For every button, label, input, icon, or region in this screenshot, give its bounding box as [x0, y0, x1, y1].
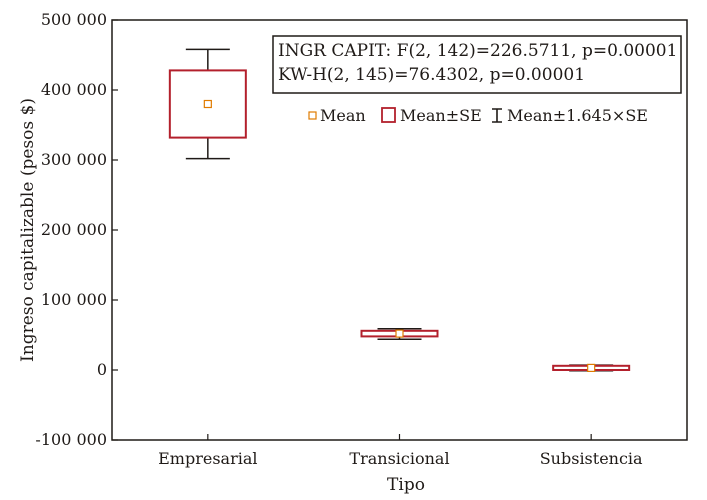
legend: Mean Mean±SE Mean±1.645×SE: [308, 106, 648, 125]
x-axis: Empresarial Transicional Subsistencia: [158, 434, 643, 468]
x-tick-label: Transicional: [349, 449, 449, 468]
y-tick-label: 200 000: [41, 220, 107, 239]
series-layer: [168, 48, 631, 372]
mean-marker: [587, 363, 596, 372]
stats-box-frame: [272, 35, 682, 94]
y-tick-label: 300 000: [41, 150, 107, 169]
y-axis: -100 000 0 100 000 200 000 300 000 400 000 500…: [35, 10, 118, 449]
y-tick-label: 100 000: [41, 290, 107, 309]
legend-se-box-icon: [381, 107, 396, 123]
x-axis-title: Tipo: [387, 475, 425, 495]
y-tick-label: 500 000: [41, 10, 107, 29]
mean-marker: [395, 329, 404, 338]
y-tick-label: -100 000: [35, 430, 107, 449]
stats-box: INGR CAPIT: F(2, 142)=226.5711, p=0.0000…: [272, 35, 682, 94]
stats-line-kruskal-wallis: KW-H(2, 145)=76.4302, p=0.00001: [278, 65, 585, 85]
box-group: [168, 48, 247, 160]
se-box: [168, 69, 247, 139]
legend-whisker-label: Mean±1.645×SE: [507, 106, 648, 125]
box-group: [360, 327, 439, 340]
y-tick-label: 0: [97, 360, 107, 379]
legend-mean-label: Mean: [320, 106, 366, 125]
legend-mean-icon: [308, 111, 317, 120]
x-tick-label: Subsistencia: [540, 449, 643, 468]
legend-whisker-icon: [492, 108, 502, 123]
stats-line-anova: INGR CAPIT: F(2, 142)=226.5711, p=0.0000…: [278, 41, 677, 61]
box-group: [552, 363, 631, 372]
x-tick-label: Empresarial: [158, 449, 257, 468]
y-tick-label: 400 000: [41, 80, 107, 99]
mean-marker: [203, 99, 212, 109]
legend-se-box-label: Mean±SE: [400, 106, 482, 125]
y-axis-title: Ingreso capitalizable (pesos $): [18, 98, 38, 362]
